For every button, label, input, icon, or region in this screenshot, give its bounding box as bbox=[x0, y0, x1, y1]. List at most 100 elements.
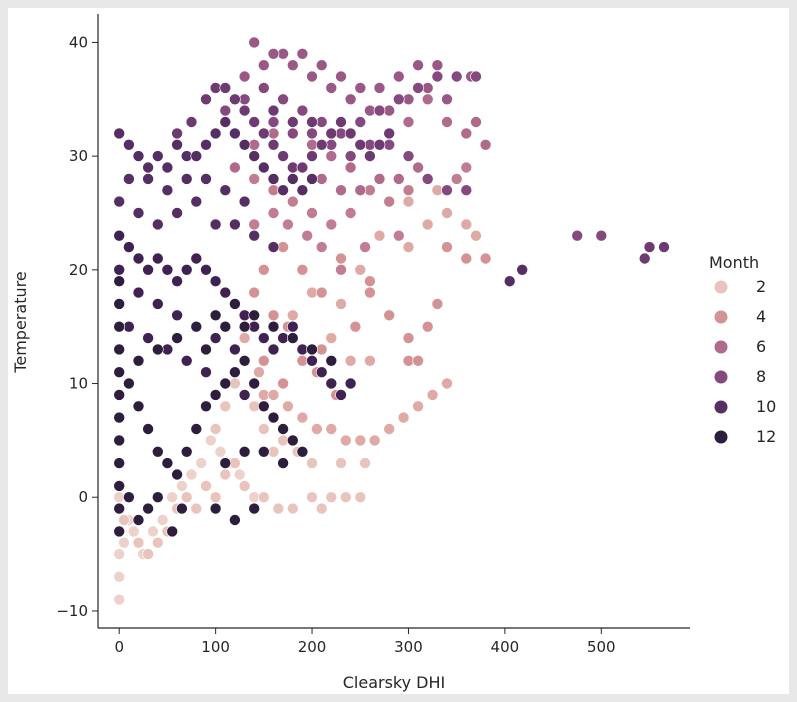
data-point bbox=[296, 184, 309, 196]
data-point bbox=[132, 150, 145, 162]
data-point bbox=[286, 309, 299, 322]
data-point bbox=[311, 423, 323, 435]
data-point bbox=[286, 434, 299, 447]
data-point bbox=[176, 480, 188, 492]
data-point bbox=[152, 445, 164, 458]
legend-item: 6 bbox=[714, 337, 766, 356]
data-point bbox=[161, 184, 174, 196]
data-point bbox=[402, 332, 415, 344]
data-point bbox=[470, 70, 482, 83]
data-point bbox=[219, 320, 232, 333]
data-point bbox=[248, 377, 260, 390]
data-point bbox=[359, 457, 371, 469]
data-point bbox=[306, 354, 318, 367]
data-point bbox=[238, 354, 251, 367]
data-point bbox=[257, 59, 270, 71]
data-point bbox=[229, 514, 241, 526]
data-point bbox=[219, 468, 232, 481]
data-point bbox=[315, 502, 328, 515]
data-point bbox=[296, 411, 309, 424]
data-point bbox=[113, 411, 125, 424]
data-point bbox=[315, 116, 328, 128]
data-point bbox=[257, 400, 270, 413]
data-point bbox=[152, 491, 164, 504]
data-point bbox=[335, 70, 347, 83]
data-point bbox=[257, 82, 270, 94]
data-point bbox=[180, 354, 193, 367]
data-point bbox=[229, 127, 241, 140]
data-point bbox=[296, 445, 309, 458]
data-point bbox=[123, 139, 135, 151]
data-point bbox=[282, 400, 294, 413]
data-point bbox=[113, 229, 125, 242]
y-tick-label: 20 bbox=[69, 261, 88, 279]
data-point bbox=[113, 275, 125, 288]
data-point bbox=[209, 332, 222, 344]
data-point bbox=[219, 184, 232, 196]
data-point bbox=[113, 502, 125, 515]
data-point bbox=[354, 434, 367, 447]
data-point bbox=[113, 263, 125, 276]
data-point bbox=[349, 320, 362, 333]
data-point bbox=[412, 59, 424, 71]
data-point bbox=[325, 377, 338, 390]
data-point bbox=[426, 389, 439, 401]
data-point bbox=[180, 173, 193, 185]
data-point bbox=[190, 320, 203, 333]
series-month-7 bbox=[238, 36, 477, 117]
data-point bbox=[190, 423, 203, 435]
data-point bbox=[161, 161, 174, 174]
data-point bbox=[441, 377, 453, 390]
data-point bbox=[383, 139, 396, 151]
data-point bbox=[286, 127, 299, 140]
legend: Month 2 4 6 8 10 12 bbox=[709, 253, 776, 446]
x-tick-label: 100 bbox=[201, 638, 230, 656]
data-point bbox=[257, 423, 270, 435]
data-point bbox=[113, 480, 125, 492]
data-point bbox=[127, 525, 140, 538]
data-point bbox=[277, 332, 289, 344]
data-point bbox=[267, 127, 280, 140]
data-point bbox=[229, 343, 241, 356]
data-point bbox=[571, 229, 584, 242]
data-point bbox=[200, 400, 212, 413]
data-point bbox=[325, 127, 338, 140]
data-point bbox=[286, 332, 299, 344]
data-point bbox=[643, 241, 656, 253]
data-point bbox=[441, 116, 453, 128]
data-point bbox=[156, 514, 169, 526]
data-point bbox=[209, 82, 222, 94]
data-point bbox=[306, 457, 318, 469]
data-point bbox=[412, 82, 424, 94]
data-point bbox=[209, 389, 222, 401]
x-tick-label: 200 bbox=[298, 638, 327, 656]
data-point bbox=[354, 116, 367, 128]
data-point bbox=[373, 82, 386, 94]
data-point bbox=[364, 354, 376, 367]
data-point bbox=[248, 218, 260, 231]
data-point bbox=[142, 332, 154, 344]
data-point bbox=[267, 47, 280, 60]
data-point bbox=[277, 377, 289, 390]
data-point bbox=[344, 150, 357, 162]
data-point bbox=[306, 127, 318, 140]
legend-label: 6 bbox=[756, 337, 766, 356]
series-month-8 bbox=[219, 70, 608, 242]
data-point bbox=[296, 104, 309, 117]
data-point bbox=[180, 445, 193, 458]
data-point bbox=[238, 332, 251, 344]
data-point bbox=[219, 400, 232, 413]
data-point bbox=[113, 366, 125, 379]
data-point bbox=[397, 411, 410, 424]
data-point bbox=[132, 252, 145, 265]
data-point bbox=[460, 127, 473, 140]
data-point bbox=[200, 139, 212, 151]
data-point bbox=[257, 389, 270, 401]
data-point bbox=[248, 150, 260, 162]
data-point bbox=[286, 195, 299, 208]
legend-label: 12 bbox=[756, 427, 776, 446]
legend-item: 12 bbox=[714, 427, 776, 446]
data-point bbox=[344, 127, 357, 140]
data-point bbox=[335, 457, 347, 469]
data-point bbox=[339, 434, 352, 447]
